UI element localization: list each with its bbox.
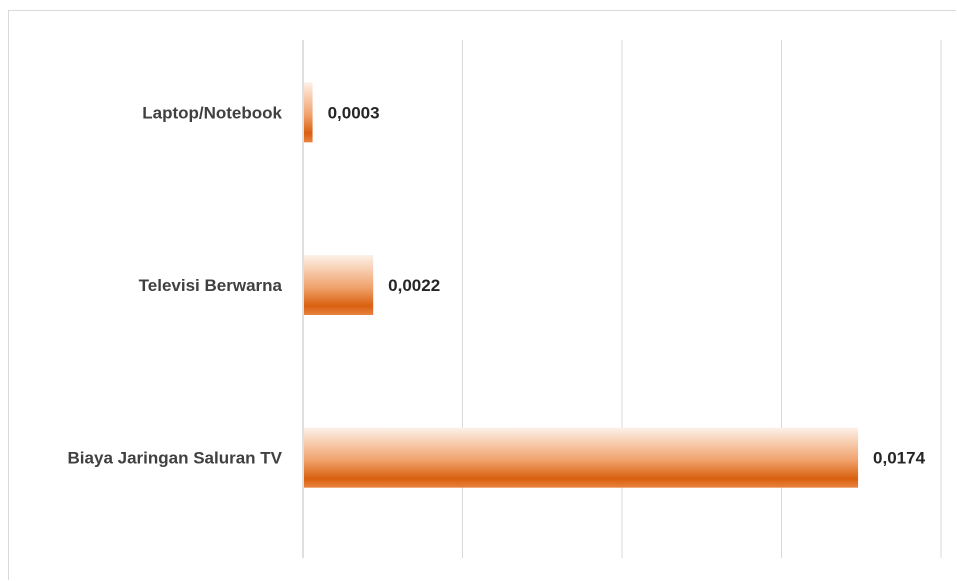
bars <box>304 82 859 488</box>
value-label: 0,0003 <box>328 103 380 122</box>
value-label: 0,0022 <box>388 276 440 295</box>
bar <box>304 427 859 488</box>
bar <box>304 255 374 315</box>
value-label: 0,0174 <box>873 449 926 468</box>
value-labels: 0,0003 0,0022 0,0174 <box>328 103 926 467</box>
chart-frame <box>8 10 956 580</box>
category-label: Biaya Jaringan Saluran TV <box>68 449 283 468</box>
category-label: Televisi Berwarna <box>139 276 283 295</box>
bar <box>304 82 313 143</box>
category-label: Laptop/Notebook <box>142 103 282 122</box>
category-labels: Laptop/Notebook Televisi Berwarna Biaya Ja… <box>68 103 283 467</box>
